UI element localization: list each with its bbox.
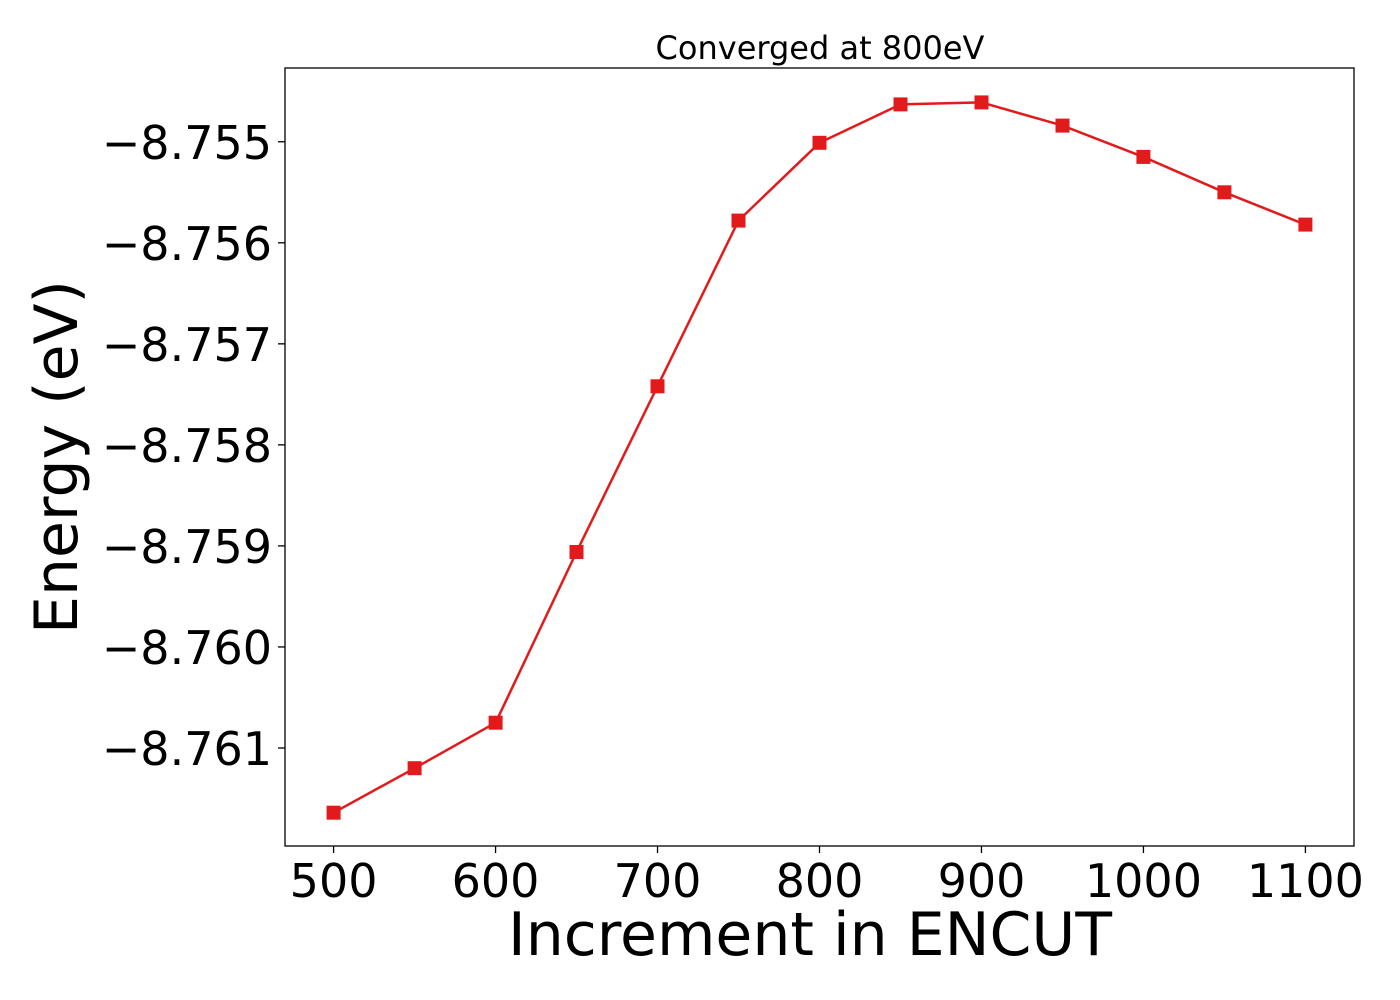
y-tick-label: −8.758 bbox=[102, 419, 272, 473]
y-tick-label: −8.755 bbox=[102, 116, 272, 170]
plot-area bbox=[326, 95, 1313, 820]
data-point-marker bbox=[731, 213, 746, 228]
y-axis-title: Energy (eV) bbox=[22, 280, 92, 634]
plot-frame bbox=[284, 67, 1355, 847]
x-axis-title: Increment in ENCUT bbox=[508, 900, 1112, 970]
x-tick-label: 1000 bbox=[1085, 854, 1202, 908]
y-axis-ticks: −8.755 −8.756 −8.757 −8.758 −8.759 −8.760 −8.7… bbox=[102, 116, 285, 776]
data-point-marker bbox=[1298, 217, 1313, 232]
y-tick-label: −8.760 bbox=[102, 621, 272, 675]
energy-series-markers bbox=[326, 95, 1313, 820]
data-point-marker bbox=[1136, 149, 1151, 164]
data-point-marker bbox=[569, 545, 584, 559]
y-tick-label: −8.757 bbox=[102, 318, 272, 372]
data-point-marker bbox=[974, 95, 989, 110]
x-axis-ticks: 500 600 700 800 900 1000 1100 bbox=[290, 846, 1364, 908]
data-point-marker bbox=[812, 135, 827, 150]
data-point-marker bbox=[893, 97, 908, 112]
y-tick-label: −8.761 bbox=[102, 722, 272, 776]
x-tick-label: 700 bbox=[614, 854, 702, 908]
data-point-marker bbox=[1217, 185, 1232, 200]
data-point-marker bbox=[650, 379, 665, 394]
x-tick-label: 800 bbox=[776, 854, 864, 908]
y-tick-label: −8.756 bbox=[102, 217, 272, 271]
data-point-marker bbox=[407, 761, 422, 776]
y-tick-label: −8.759 bbox=[102, 520, 272, 574]
x-tick-label: 900 bbox=[938, 854, 1026, 908]
x-tick-label: 1100 bbox=[1247, 854, 1364, 908]
chart-title: Converged at 800eV bbox=[656, 29, 985, 67]
data-point-marker bbox=[488, 715, 503, 730]
data-point-marker bbox=[326, 805, 341, 820]
x-tick-label: 500 bbox=[290, 854, 378, 908]
data-point-marker bbox=[1055, 118, 1070, 133]
x-tick-label: 600 bbox=[452, 854, 540, 908]
